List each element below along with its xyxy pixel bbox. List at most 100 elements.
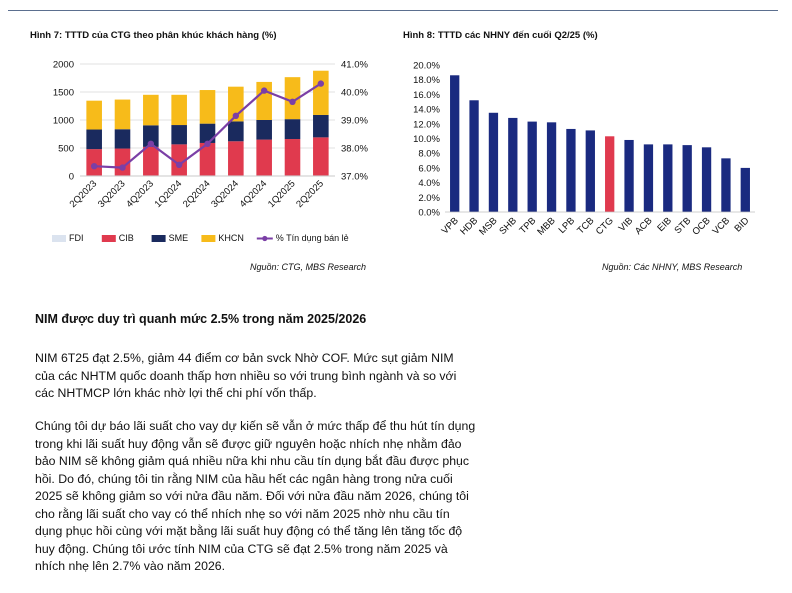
- y-tick-label: 8.0%: [418, 149, 440, 160]
- bar-msb: [488, 112, 499, 212]
- paragraph-1: NIM 6T25 đạt 2.5%, giảm 44 điểm cơ bản s…: [35, 350, 515, 403]
- bar-sme: [199, 123, 216, 143]
- bar-lpb: [566, 128, 576, 212]
- line-point: [232, 112, 240, 119]
- x-tick-label: ACB: [633, 215, 655, 237]
- bar-bid: [740, 167, 750, 212]
- y-tick-label: 10.0%: [413, 134, 440, 145]
- figure8-source: Nguồn: Các NHNY, MBS Research: [602, 262, 743, 272]
- bar-acb: [643, 144, 654, 212]
- line-point: [260, 87, 268, 94]
- line-point: [90, 163, 98, 170]
- section-heading: NIM được duy trì quanh mức 2.5% trong nă…: [35, 312, 367, 326]
- y-tick-label: 12.0%: [413, 119, 440, 130]
- y2-tick-label: 40.0%: [341, 88, 368, 99]
- bar-sme: [284, 119, 301, 140]
- paragraph-line: NIM 6T25 đạt 2.5%, giảm 44 điểm cơ bản s…: [35, 351, 454, 365]
- paragraph-2: Chúng tôi dự báo lãi suất cho vay dự kiế…: [35, 418, 515, 576]
- bar-cib: [143, 146, 159, 176]
- x-tick-label: HDB: [458, 215, 480, 237]
- bar-sme: [171, 125, 187, 145]
- y2-tick-label: 37.0%: [341, 172, 368, 183]
- x-tick-label: TCB: [575, 215, 596, 236]
- bar-ocb: [701, 147, 712, 212]
- paragraph-line: dụng phục hồi cùng với mặt bằng lãi suất…: [35, 524, 463, 538]
- bar-sme: [256, 120, 272, 140]
- x-tick-label: 3Q2024: [209, 178, 241, 210]
- x-tick-label: BID: [732, 215, 751, 234]
- x-tick-label: VPB: [440, 215, 461, 236]
- legend-swatch-sme: [151, 235, 166, 242]
- x-tick-label: VCB: [710, 215, 732, 237]
- y-tick-label: 4.0%: [418, 178, 440, 189]
- paragraph-line: nhích nhẹ lên 2.7% vào năm 2026.: [35, 559, 226, 573]
- legend-label-fdi: FDI: [69, 233, 84, 243]
- legend-label-khcn: KHCN: [218, 233, 244, 243]
- figure7-chart: 0 500 1000 1500 2000 37.0% 38.0% 39.0% 40.0% 41.0…: [52, 60, 368, 243]
- legend-swatch-khcn: [201, 235, 216, 242]
- bar-sme: [228, 121, 244, 142]
- bar-cib: [313, 137, 329, 176]
- bar-sme: [143, 125, 159, 147]
- y-tick-label: 2000: [53, 60, 74, 71]
- x-tick-label: VIB: [617, 215, 636, 234]
- figure7-title: Hình 7: TTTD của CTG theo phân khúc khác…: [30, 30, 277, 41]
- y-tick-label: 1500: [53, 88, 74, 99]
- legend-label-line: % Tín dụng bán lẻ: [276, 233, 349, 243]
- bar-stb: [682, 145, 692, 212]
- bar-khcn: [199, 90, 216, 124]
- bar-vcb: [721, 158, 731, 212]
- bar-cib: [86, 149, 102, 176]
- paragraph-line: các NHTMCP lớn khác nhờ lợi thế chi phí …: [35, 386, 317, 400]
- paragraph-line: bảo NIM sẽ không giảm quá nhiều nữa khi …: [35, 454, 470, 468]
- x-tick-label: 2Q2024: [181, 178, 213, 210]
- bar-khcn: [313, 70, 329, 115]
- y-tick-label: 0: [69, 172, 74, 183]
- figure8-chart: 0.0% 2.0% 4.0% 6.0% 8.0% 10.0% 12.0% 14.0% 16.0%…: [413, 61, 755, 238]
- x-tick-label: 4Q2024: [238, 178, 270, 210]
- bar-khcn: [86, 100, 102, 130]
- x-tick-label: TPB: [517, 215, 538, 236]
- y-tick-label: 20.0%: [413, 61, 440, 72]
- y-tick-label: 18.0%: [413, 75, 440, 86]
- x-tick-label: 3Q2023: [96, 178, 128, 210]
- y-tick-label: 1000: [53, 116, 74, 127]
- legend-swatch-cib: [101, 235, 116, 242]
- figure7-source: Nguồn: CTG, MBS Research: [250, 262, 367, 272]
- line-point: [147, 140, 155, 147]
- bar-vib: [624, 139, 634, 212]
- bar-vpb: [450, 75, 460, 212]
- line-point: [175, 161, 183, 168]
- bar-sme: [114, 129, 131, 149]
- x-tick-label: CTG: [594, 215, 616, 237]
- bar-cib: [199, 142, 216, 176]
- y-tick-label: 6.0%: [418, 163, 440, 174]
- x-tick-label: LPB: [557, 215, 577, 235]
- paragraph-line: 2025 sẽ không giảm so với nửa đầu năm. Đ…: [35, 489, 469, 503]
- paragraph-line: của các NHTM quốc doanh thấp hơn nhiều s…: [35, 368, 457, 383]
- header-rule: [8, 10, 778, 11]
- bar-mbb: [546, 122, 557, 212]
- y-tick-label: 2.0%: [418, 193, 440, 204]
- legend-label-cib: CIB: [119, 233, 134, 243]
- bar-tcb: [585, 130, 595, 212]
- x-tick-label: MBB: [535, 215, 557, 237]
- legend-swatch-fdi: [52, 235, 66, 242]
- line-point: [204, 140, 211, 147]
- x-tick-label: 1Q2025: [266, 178, 298, 210]
- bar-cib: [256, 139, 272, 176]
- y2-tick-label: 38.0%: [341, 144, 368, 155]
- paragraph-line: huy động. Chúng tôi ước tính NIM của CTG…: [35, 541, 448, 556]
- y-tick-label: 0.0%: [418, 208, 440, 219]
- bar-khcn: [171, 94, 187, 126]
- bar-cib: [114, 148, 131, 176]
- line-point: [289, 98, 296, 105]
- y2-tick-label: 39.0%: [341, 116, 368, 127]
- paragraph-line: hồi. Do đó, chúng tôi tin rằng NIM của h…: [35, 471, 453, 486]
- legend-label-sme: SME: [169, 233, 189, 243]
- x-tick-label: EIB: [655, 215, 674, 234]
- line-point: [119, 164, 126, 171]
- y-tick-label: 14.0%: [413, 105, 440, 116]
- bar-cib: [284, 139, 301, 176]
- bar-tpb: [527, 121, 537, 212]
